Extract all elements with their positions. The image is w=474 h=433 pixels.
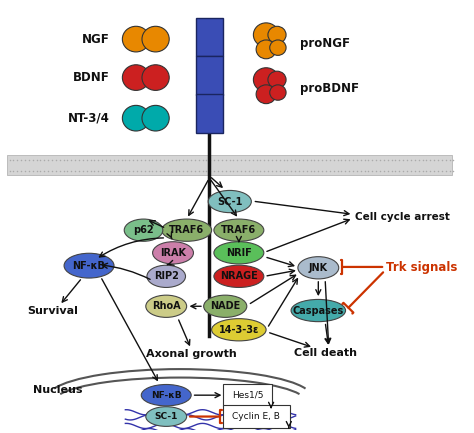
Text: Cell death: Cell death bbox=[293, 348, 356, 358]
Ellipse shape bbox=[208, 191, 251, 213]
Circle shape bbox=[270, 40, 286, 55]
Text: NF-κB: NF-κB bbox=[73, 261, 106, 271]
Text: NF-κB: NF-κB bbox=[151, 391, 182, 400]
FancyBboxPatch shape bbox=[195, 94, 223, 133]
Circle shape bbox=[122, 26, 150, 52]
Text: proBDNF: proBDNF bbox=[300, 82, 359, 95]
Text: Caspases: Caspases bbox=[292, 306, 344, 316]
Circle shape bbox=[122, 105, 150, 131]
Ellipse shape bbox=[204, 295, 247, 317]
Ellipse shape bbox=[124, 219, 163, 241]
Text: NRIF: NRIF bbox=[226, 248, 252, 258]
Circle shape bbox=[270, 85, 286, 100]
Text: proNGF: proNGF bbox=[300, 37, 350, 50]
Circle shape bbox=[268, 26, 286, 43]
Text: RIP2: RIP2 bbox=[154, 271, 179, 281]
Text: NRAGE: NRAGE bbox=[220, 271, 258, 281]
Ellipse shape bbox=[153, 242, 193, 264]
Ellipse shape bbox=[291, 300, 346, 322]
Circle shape bbox=[254, 23, 279, 47]
Text: NADE: NADE bbox=[210, 301, 240, 311]
Text: Axonal growth: Axonal growth bbox=[146, 349, 237, 359]
Text: TRAF6: TRAF6 bbox=[221, 225, 256, 235]
Circle shape bbox=[256, 85, 276, 103]
FancyBboxPatch shape bbox=[223, 384, 273, 406]
Ellipse shape bbox=[162, 219, 211, 241]
Text: Cell cycle arrest: Cell cycle arrest bbox=[355, 211, 449, 222]
Ellipse shape bbox=[298, 257, 339, 279]
Text: NGF: NGF bbox=[82, 32, 109, 45]
Circle shape bbox=[268, 71, 286, 88]
Ellipse shape bbox=[146, 407, 187, 427]
FancyBboxPatch shape bbox=[222, 405, 290, 428]
Circle shape bbox=[142, 105, 169, 131]
Text: RhoA: RhoA bbox=[152, 301, 181, 311]
Circle shape bbox=[122, 65, 150, 90]
Text: Nucleus: Nucleus bbox=[33, 385, 82, 394]
Circle shape bbox=[142, 65, 169, 90]
Text: Trk signals: Trk signals bbox=[386, 261, 458, 274]
Text: NT-3/4: NT-3/4 bbox=[68, 112, 109, 125]
Text: BDNF: BDNF bbox=[73, 71, 109, 84]
FancyBboxPatch shape bbox=[195, 56, 223, 95]
Text: IRAK: IRAK bbox=[160, 248, 186, 258]
Circle shape bbox=[142, 26, 169, 52]
Circle shape bbox=[256, 40, 276, 59]
Circle shape bbox=[254, 68, 279, 92]
Ellipse shape bbox=[211, 319, 266, 341]
Bar bbox=[7, 155, 452, 175]
Ellipse shape bbox=[214, 265, 264, 288]
Text: Hes1/5: Hes1/5 bbox=[232, 391, 264, 400]
Ellipse shape bbox=[146, 295, 187, 317]
Text: 14-3-3ε: 14-3-3ε bbox=[219, 325, 259, 335]
FancyBboxPatch shape bbox=[195, 17, 223, 56]
Ellipse shape bbox=[147, 265, 185, 288]
Text: TRAF6: TRAF6 bbox=[169, 225, 204, 235]
Text: Survival: Survival bbox=[27, 307, 78, 317]
Text: p62: p62 bbox=[133, 225, 154, 235]
Text: JNK: JNK bbox=[309, 263, 328, 273]
Text: SC-1: SC-1 bbox=[217, 197, 243, 207]
Text: SC-1: SC-1 bbox=[155, 412, 178, 421]
Ellipse shape bbox=[64, 253, 114, 278]
Ellipse shape bbox=[214, 219, 264, 241]
Ellipse shape bbox=[141, 385, 191, 406]
Ellipse shape bbox=[214, 242, 264, 264]
Text: Cyclin E, B: Cyclin E, B bbox=[232, 412, 280, 421]
